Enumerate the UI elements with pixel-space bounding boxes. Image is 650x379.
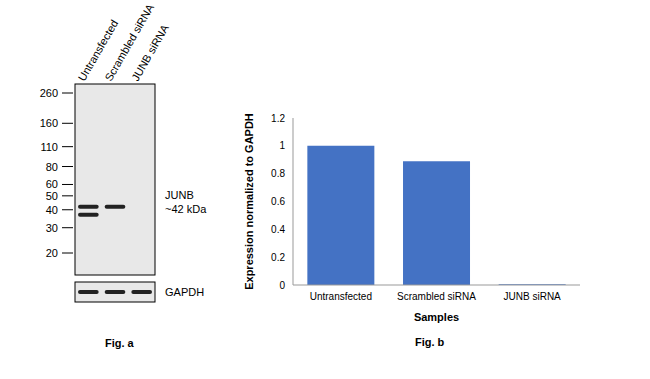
svg-text:Scrambled siRNA: Scrambled siRNA [397, 291, 476, 302]
svg-text:0.8: 0.8 [271, 168, 285, 179]
svg-text:JUNB: JUNB [165, 189, 194, 201]
svg-text:0.2: 0.2 [271, 252, 285, 263]
svg-text:20: 20 [46, 247, 58, 259]
svg-text:Untransfected: Untransfected [310, 291, 372, 302]
svg-text:JUNB siRNA: JUNB siRNA [504, 291, 562, 302]
svg-text:Untransfected: Untransfected [75, 17, 121, 83]
svg-text:1.2: 1.2 [271, 113, 285, 124]
svg-text:40: 40 [46, 204, 58, 216]
html-text:Fig. b: Fig. b [415, 336, 445, 348]
svg-text:0.4: 0.4 [271, 224, 285, 235]
svg-text:50: 50 [46, 190, 58, 202]
svg-text:0: 0 [279, 280, 285, 291]
svg-text:~42 kDa: ~42 kDa [165, 203, 207, 215]
svg-text:Fig. a: Fig. a [105, 337, 135, 349]
svg-text:Scrambled siRNA: Scrambled siRNA [102, 1, 157, 83]
svg-text:JUNB siRNA: JUNB siRNA [129, 22, 171, 83]
svg-text:Expression normalized to GAPDH: Expression normalized to GAPDH [243, 113, 255, 290]
svg-text:110: 110 [40, 141, 58, 153]
svg-text:0.6: 0.6 [271, 196, 285, 207]
svg-text:260: 260 [40, 87, 58, 99]
svg-text:60: 60 [46, 178, 58, 190]
svg-text:160: 160 [40, 117, 58, 129]
svg-text:30: 30 [46, 222, 58, 234]
svg-text:Samples: Samples [414, 311, 459, 323]
svg-text:GAPDH: GAPDH [165, 286, 204, 298]
svg-text:1: 1 [279, 140, 285, 151]
svg-text:80: 80 [46, 161, 58, 173]
